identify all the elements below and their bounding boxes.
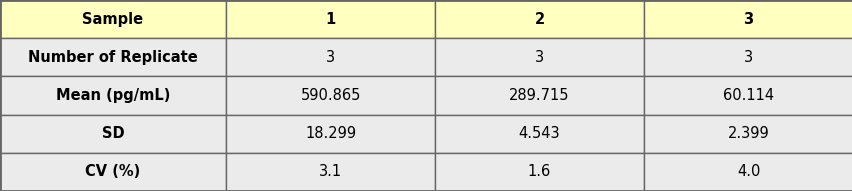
Text: 289.715: 289.715 <box>509 88 569 103</box>
Text: Sample: Sample <box>83 12 143 27</box>
Bar <box>643 153 852 191</box>
Text: Mean (pg/mL): Mean (pg/mL) <box>55 88 170 103</box>
Text: 1: 1 <box>325 12 336 27</box>
Text: 3: 3 <box>743 12 752 27</box>
Bar <box>226 153 435 191</box>
Text: 2.399: 2.399 <box>727 126 769 141</box>
Text: 590.865: 590.865 <box>300 88 360 103</box>
Bar <box>643 38 852 76</box>
Text: SD: SD <box>101 126 124 141</box>
Text: 3.1: 3.1 <box>319 164 342 179</box>
Text: 4.543: 4.543 <box>518 126 560 141</box>
Text: 4.0: 4.0 <box>736 164 759 179</box>
Text: 18.299: 18.299 <box>305 126 355 141</box>
Text: Number of Replicate: Number of Replicate <box>28 50 198 65</box>
Bar <box>435 0 643 38</box>
Bar <box>435 38 643 76</box>
Bar <box>0 0 226 38</box>
Bar <box>226 76 435 115</box>
Bar <box>643 115 852 153</box>
Bar <box>226 38 435 76</box>
Bar <box>643 0 852 38</box>
Text: CV (%): CV (%) <box>85 164 141 179</box>
Bar <box>226 0 435 38</box>
Text: 3: 3 <box>743 50 752 65</box>
Bar <box>435 153 643 191</box>
Text: 3: 3 <box>325 50 335 65</box>
Bar <box>435 115 643 153</box>
Text: 60.114: 60.114 <box>722 88 773 103</box>
Bar <box>643 76 852 115</box>
Bar <box>0 38 226 76</box>
Text: 1.6: 1.6 <box>527 164 550 179</box>
Bar <box>0 115 226 153</box>
Bar <box>435 76 643 115</box>
Bar <box>0 76 226 115</box>
Bar <box>0 153 226 191</box>
Bar <box>226 115 435 153</box>
Text: 3: 3 <box>534 50 544 65</box>
Text: 2: 2 <box>534 12 544 27</box>
